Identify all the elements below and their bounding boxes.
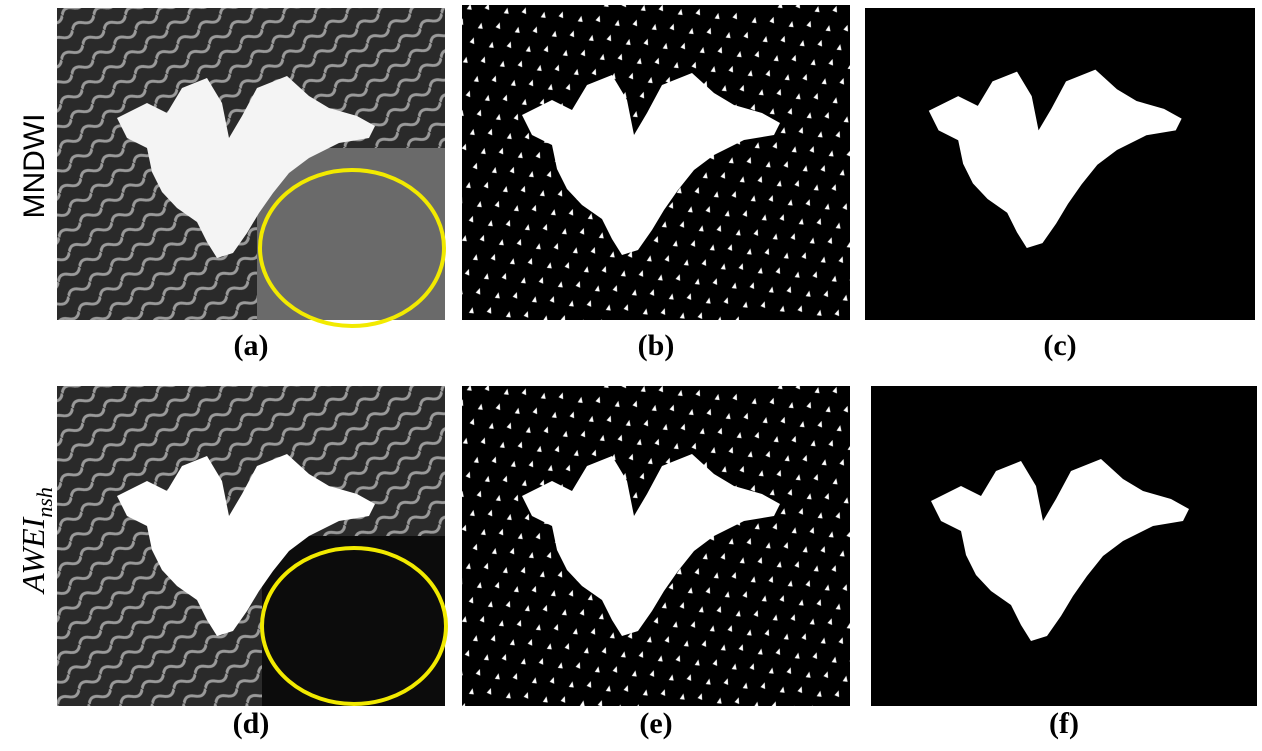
panel-a [57, 8, 445, 326]
row-label: AWEInsh [15, 487, 57, 595]
panel-c [865, 8, 1255, 320]
row-label: MNDWI [18, 114, 51, 219]
panel-label: (b) [638, 329, 675, 362]
panel-label: (e) [639, 707, 672, 740]
row-label-sub: nsh [32, 487, 57, 518]
panel-e [462, 386, 850, 706]
panel-label: (c) [1043, 329, 1076, 362]
panel-label: (d) [233, 707, 270, 740]
row-label-main: AWEI [15, 516, 51, 595]
panel-b [462, 5, 850, 320]
panel-label: (f) [1049, 707, 1079, 740]
figure: MNDWI AWEInsh (a) (b) (c) (d) (e) (f) [0, 0, 1262, 751]
panel-d [57, 386, 446, 706]
panel-f [871, 386, 1257, 706]
panel-label: (a) [234, 329, 269, 362]
